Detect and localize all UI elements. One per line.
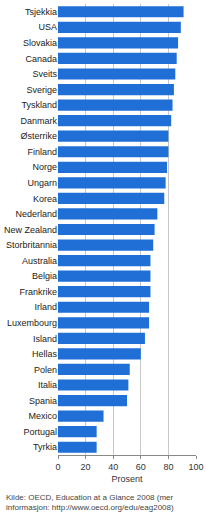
svg-text:Tyskland: Tyskland — [21, 100, 57, 110]
svg-text:Hellas: Hellas — [32, 349, 58, 359]
svg-text:40: 40 — [108, 462, 118, 472]
svg-text:Tyrkia: Tyrkia — [33, 442, 57, 452]
svg-text:Irland: Irland — [34, 302, 57, 312]
svg-text:Sverige: Sverige — [26, 85, 57, 95]
svg-text:Norge: Norge — [32, 162, 57, 172]
svg-text:Prosent: Prosent — [111, 474, 143, 484]
svg-text:Korea: Korea — [33, 194, 57, 204]
svg-text:USA: USA — [38, 22, 57, 32]
svg-text:Australia: Australia — [22, 256, 57, 266]
svg-text:100: 100 — [188, 462, 203, 472]
svg-text:Belgia: Belgia — [32, 271, 57, 281]
svg-text:20: 20 — [81, 462, 91, 472]
svg-text:Slovakia: Slovakia — [23, 38, 57, 48]
svg-text:80: 80 — [163, 462, 173, 472]
svg-text:Tsjekkia: Tsjekkia — [25, 7, 57, 17]
svg-text:Storbritannia: Storbritannia — [6, 240, 57, 250]
svg-text:New Zealand: New Zealand — [4, 225, 57, 235]
svg-text:Polen: Polen — [34, 365, 57, 375]
svg-text:Finland: Finland — [27, 147, 57, 157]
svg-text:Frankrike: Frankrike — [19, 287, 57, 297]
svg-text:Portugal: Portugal — [23, 427, 57, 437]
svg-text:Canada: Canada — [25, 54, 57, 64]
svg-text:Østerrike: Østerrike — [20, 131, 57, 141]
svg-text:Nederland: Nederland — [15, 209, 57, 219]
svg-text:Mexico: Mexico — [28, 411, 57, 421]
svg-text:60: 60 — [136, 462, 146, 472]
svg-text:Danmark: Danmark — [20, 116, 57, 126]
svg-text:Italia: Italia — [38, 380, 57, 390]
svg-text:0: 0 — [55, 462, 60, 472]
svg-text:Kilde: OECD, Education at a Gl: Kilde: OECD, Education at a Glance 2008 … — [6, 493, 174, 512]
svg-text:Island: Island — [33, 334, 57, 344]
svg-text:Ungarn: Ungarn — [27, 178, 57, 188]
svg-text:Sveits: Sveits — [32, 69, 57, 79]
svg-text:Luxembourg: Luxembourg — [7, 318, 57, 328]
svg-text:Spania: Spania — [29, 396, 57, 406]
